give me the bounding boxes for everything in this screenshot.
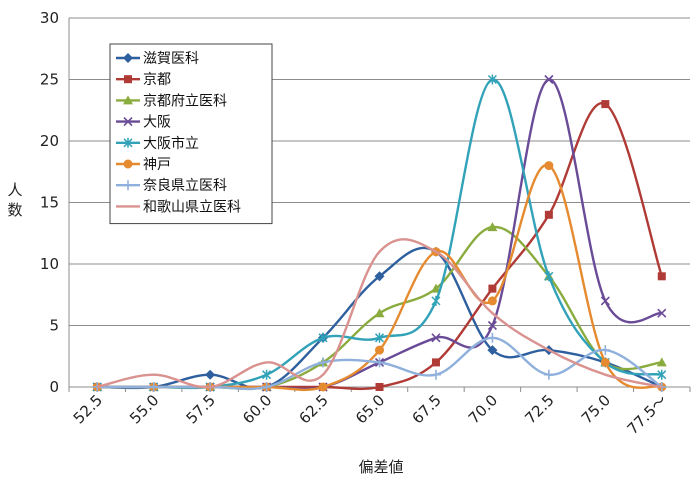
data-point-asterisk-marker	[657, 369, 667, 380]
legend-label: 京都	[143, 72, 171, 88]
x-tick-label: 72.5	[521, 391, 557, 427]
legend-label: 奈良県立医科	[143, 178, 227, 194]
x-tick-label: 70.0	[465, 391, 501, 427]
legend-label: 神戸	[143, 157, 171, 173]
data-point-triangle-marker	[430, 283, 441, 293]
x-tick-label: 60.0	[239, 391, 275, 427]
legend-item: 京都府立医科	[116, 93, 227, 109]
legend-label: 京都府立医科	[143, 93, 227, 109]
y-tick-label: 20	[40, 132, 59, 150]
data-point-asterisk-marker	[318, 332, 328, 343]
data-point-plus-marker	[487, 332, 498, 343]
y-tick-label: 0	[49, 378, 59, 396]
data-point-circle-marker	[318, 382, 328, 392]
legend-item: 京都	[116, 72, 171, 88]
y-axis-title-char: 数	[7, 201, 22, 219]
legend-plus-marker	[123, 180, 133, 191]
data-point-plus-marker	[543, 369, 554, 380]
data-point-x-marker	[657, 308, 667, 318]
y-tick-labels: 0 5 10 15 20 25 30	[40, 9, 59, 396]
legend-label: 滋賀医科	[143, 51, 199, 67]
data-point-circle-marker	[600, 357, 610, 367]
data-point-asterisk-marker	[374, 332, 385, 343]
x-tick-label: 52.5	[70, 391, 106, 427]
legend-item: 大阪	[116, 115, 171, 131]
data-point-asterisk-marker	[487, 74, 497, 85]
y-tick-label: 15	[40, 194, 59, 212]
x-tick-label: 65.0	[352, 391, 388, 427]
x-tick-labels: 52.5 55.0 57.5 60.0 62.5 65.0 67.5 70.0 72.5 75.0…	[70, 391, 671, 438]
legend-item: 滋賀医科	[116, 51, 199, 67]
data-point-triangle-marker	[656, 357, 667, 367]
data-point-x-marker	[431, 333, 441, 343]
legend-label: 和歌山県立医科	[143, 199, 241, 215]
y-tick-label: 25	[40, 71, 59, 89]
legend-diamond-marker	[123, 53, 133, 63]
series-line	[96, 238, 663, 389]
data-point-asterisk-marker	[262, 369, 272, 380]
data-point-plus-marker	[148, 382, 159, 392]
legend-x-marker	[123, 117, 133, 127]
data-point-asterisk-marker	[431, 295, 441, 306]
legend-square-marker	[124, 75, 132, 84]
x-tick-label: 77.5〜	[624, 391, 671, 438]
data-point-square-marker	[375, 383, 384, 391]
data-point-triangle-marker	[487, 222, 498, 232]
data-point-circle-marker	[487, 296, 497, 306]
y-axis-title: 人数	[7, 181, 22, 219]
legend-item: 神戸	[116, 157, 171, 173]
legend-box	[109, 43, 273, 225]
x-tick-label: 75.0	[578, 391, 614, 427]
legend-item: 奈良県立医科	[116, 178, 227, 194]
data-point-diamond-marker	[487, 345, 498, 356]
data-point-square-marker	[544, 210, 553, 219]
legend-triangle-marker	[123, 95, 133, 105]
x-axis-title: 偏差値	[358, 458, 403, 476]
data-point-square-marker	[488, 284, 497, 293]
legend-item: 和歌山県立医科	[116, 199, 241, 215]
y-tick-label: 30	[40, 9, 59, 27]
x-tick-label: 57.5	[183, 391, 219, 427]
data-point-triangle-marker	[374, 308, 385, 318]
legend-label: 大阪	[143, 115, 171, 131]
x-tick-label: 62.5	[296, 391, 332, 427]
data-point-plus-marker	[600, 345, 611, 356]
legend-label: 大阪市立	[143, 135, 199, 152]
y-tick-label: 5	[49, 317, 59, 335]
data-point-plus-marker	[318, 357, 329, 368]
data-point-plus-marker	[261, 382, 272, 392]
data-point-x-marker	[600, 296, 610, 306]
legend-circle-marker	[123, 159, 133, 169]
data-point-x-marker	[487, 320, 497, 331]
data-point-plus-marker	[430, 369, 441, 380]
data-point-square-marker	[431, 358, 440, 367]
data-point-circle-marker	[375, 345, 384, 355]
y-tick-label: 10	[40, 255, 59, 273]
series-8	[96, 238, 663, 389]
x-tick-label: 55.0	[126, 391, 162, 427]
y-axis-title-char: 人	[7, 181, 22, 199]
series-group	[92, 74, 667, 392]
data-point-x-marker	[544, 74, 554, 85]
data-point-diamond-marker	[374, 271, 385, 282]
legend-item: 大阪市立	[116, 135, 199, 152]
data-point-square-marker	[601, 100, 610, 109]
data-point-plus-marker	[374, 357, 385, 368]
x-tick-label: 67.5	[408, 391, 444, 427]
data-point-asterisk-marker	[544, 271, 554, 282]
data-point-diamond-marker	[205, 369, 216, 380]
data-point-circle-marker	[544, 161, 554, 171]
data-point-square-marker	[657, 272, 666, 281]
legend-asterisk-marker	[123, 137, 133, 148]
